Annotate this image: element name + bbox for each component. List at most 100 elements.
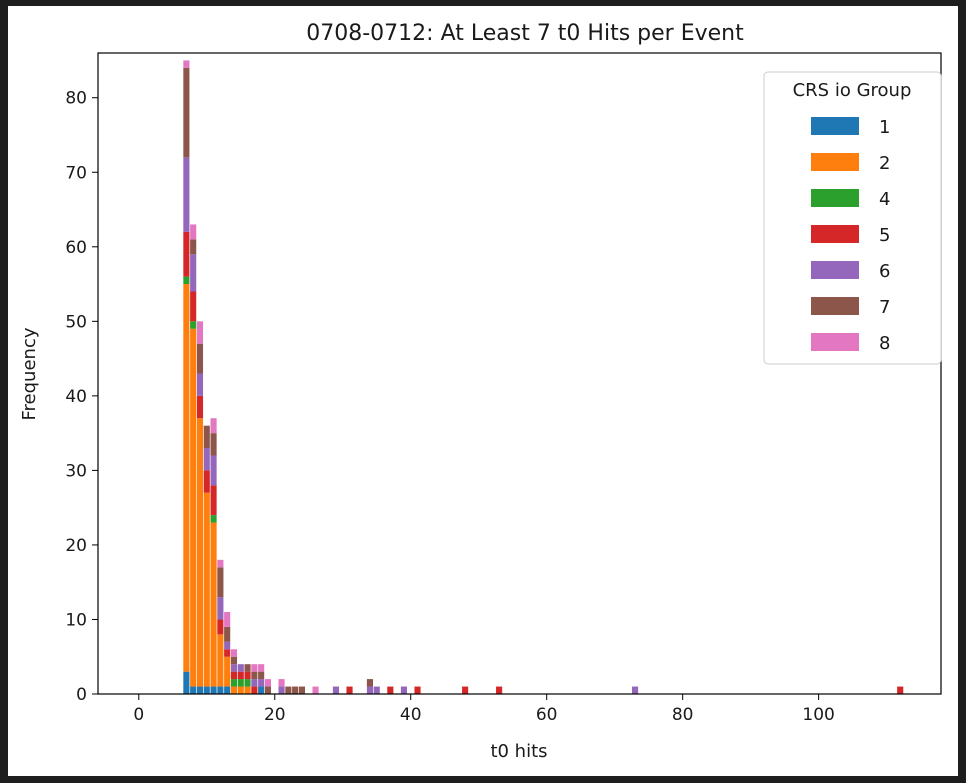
bar-4-15	[237, 679, 244, 687]
legend-entries: 1 2 4 5 6 7 8	[811, 117, 890, 354]
y-tick-label: 80	[65, 89, 87, 109]
bar-8-8	[190, 224, 197, 240]
legend-label-7: 7	[879, 297, 890, 318]
bar-6-12	[217, 597, 224, 620]
bar-6-11	[210, 455, 217, 486]
legend-label-2: 2	[879, 153, 890, 174]
legend-label-8: 8	[879, 333, 890, 354]
bar-2-12	[217, 634, 224, 687]
bar-1-7	[183, 671, 190, 694]
bar-1-9	[196, 686, 204, 694]
bar-5-41	[414, 686, 421, 694]
bar-6-7	[183, 157, 190, 232]
bar-6-18	[258, 679, 265, 687]
bar-5-53	[496, 686, 503, 694]
bar-2-16	[244, 686, 251, 694]
bar-1-18	[258, 686, 265, 694]
legend-swatch-7	[811, 297, 859, 315]
bar-5-8	[190, 291, 197, 322]
bar-8-7	[183, 60, 190, 68]
y-tick-label: 30	[65, 461, 87, 481]
y-tick-label: 40	[65, 387, 87, 407]
bar-6-35	[373, 686, 380, 694]
bar-4-11	[210, 515, 217, 523]
bar-7-12	[217, 567, 224, 598]
legend-swatch-6	[811, 261, 859, 279]
bar-8-18	[258, 664, 265, 672]
bar-8-14	[230, 649, 238, 657]
chart-figure: 0708-0712: At Least 7 t0 Hits per Event …	[8, 6, 958, 776]
x-tick-label: 60	[536, 705, 558, 725]
bar-8-13	[224, 612, 231, 627]
bar-6-39	[400, 686, 407, 694]
bar-6-10	[203, 448, 210, 471]
bar-8-11	[210, 418, 217, 434]
bar-6-9	[196, 373, 204, 396]
bar-7-17	[251, 671, 258, 680]
bar-7-8	[190, 239, 197, 255]
bar-6-13	[224, 641, 231, 650]
bar-1-13	[224, 686, 231, 694]
bar-5-112	[897, 686, 904, 694]
x-tick-label: 40	[400, 705, 422, 725]
bar-2-13	[224, 656, 231, 687]
bar-6-15	[237, 664, 244, 672]
legend-swatch-1	[811, 117, 859, 135]
bar-4-14	[230, 679, 238, 687]
bar-5-7	[183, 231, 190, 277]
legend-label-5: 5	[879, 225, 890, 246]
bar-8-21	[278, 679, 285, 687]
legend-label-6: 6	[879, 261, 890, 282]
bar-7-24	[298, 686, 306, 694]
bar-4-8	[190, 321, 197, 329]
bar-5-12	[217, 619, 224, 635]
legend-swatch-5	[811, 225, 859, 243]
bar-1-12	[217, 686, 224, 694]
bar-7-9	[196, 343, 204, 374]
bar-2-9	[196, 418, 204, 687]
bar-8-26	[312, 686, 319, 694]
y-tick-label: 70	[65, 163, 87, 183]
y-tick-label: 50	[65, 312, 87, 332]
x-axis-label: t0 hits	[490, 741, 547, 762]
y-tick-label: 0	[76, 685, 87, 705]
bar-5-48	[462, 686, 469, 694]
legend-label-4: 4	[879, 189, 890, 210]
bar-5-10	[203, 470, 210, 493]
bar-7-18	[258, 671, 265, 680]
plot-frame	[97, 52, 942, 695]
bar-5-15	[237, 671, 244, 680]
bar-2-10	[203, 492, 210, 687]
bar-5-17	[251, 686, 258, 694]
legend-swatch-2	[811, 153, 859, 171]
bar-6-73	[632, 686, 639, 694]
bar-7-16	[244, 664, 251, 672]
legend-label-1: 1	[879, 117, 890, 138]
bar-6-34	[366, 686, 373, 694]
bar-2-11	[210, 522, 217, 687]
bar-8-17	[251, 664, 258, 672]
bar-7-11	[210, 433, 217, 456]
bar-5-13	[224, 649, 231, 657]
bar-2-7	[183, 284, 190, 672]
bar-5-37	[387, 686, 394, 694]
x-tick-label: 80	[672, 705, 694, 725]
bar-7-10	[203, 425, 210, 449]
y-tick-label: 20	[65, 536, 87, 556]
x-tick-label: 0	[133, 705, 144, 725]
bar-1-10	[203, 686, 210, 694]
bar-2-14	[230, 686, 238, 694]
bar-6-14	[230, 664, 238, 672]
bar-5-9	[196, 395, 204, 419]
bar-5-11	[210, 485, 217, 516]
x-tick-label: 20	[264, 705, 286, 725]
bar-1-8	[190, 686, 197, 694]
bar-4-7	[183, 276, 190, 285]
bar-2-15	[237, 686, 244, 694]
bar-8-9	[196, 321, 204, 344]
legend-swatch-4	[811, 189, 859, 207]
bar-5-31	[346, 686, 353, 694]
x-axis: 0 20 40 60 80 100	[133, 694, 835, 725]
bar-7-14	[230, 656, 238, 665]
y-axis-label: Frequency	[19, 327, 40, 420]
